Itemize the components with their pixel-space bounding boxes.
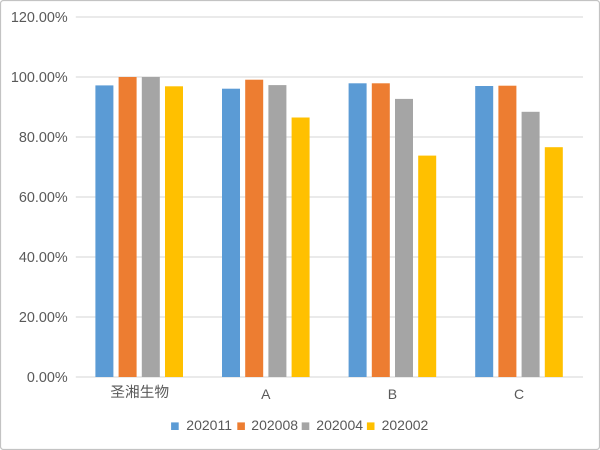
svg-text:A: A [261,386,271,402]
svg-text:0.00%: 0.00% [27,370,68,386]
svg-text:40.00%: 40.00% [19,250,68,266]
svg-text:100.00%: 100.00% [11,70,68,86]
svg-text:202011: 202011 [186,417,232,433]
svg-text:C: C [514,386,524,402]
svg-text:202008: 202008 [251,417,298,433]
svg-text:20.00%: 20.00% [19,310,68,326]
svg-text:202004: 202004 [316,417,363,433]
svg-text:80.00%: 80.00% [19,130,68,146]
svg-text:60.00%: 60.00% [19,190,68,206]
svg-text:B: B [388,386,397,402]
svg-text:202002: 202002 [382,417,429,433]
svg-text:120.00%: 120.00% [11,10,68,26]
